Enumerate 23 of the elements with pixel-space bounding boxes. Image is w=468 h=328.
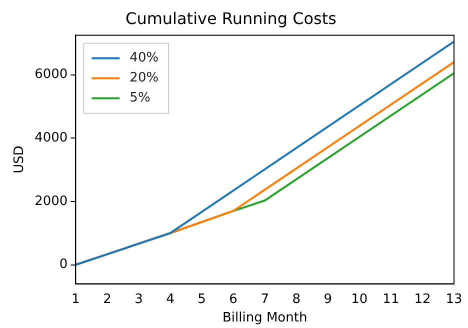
x-axis-title: Billing Month (222, 310, 308, 326)
legend-label: 40% (130, 50, 159, 66)
x-tick-label: 6 (229, 292, 238, 307)
x-tick-label: 3 (134, 292, 143, 307)
x-tick-label: 11 (382, 292, 400, 307)
x-tick-label: 9 (324, 292, 332, 307)
x-tick-label: 12 (414, 292, 431, 307)
chart-title: Cumulative Running Costs (126, 8, 336, 28)
y-axis-title: USD (12, 146, 28, 174)
y-tick-label: 0 (59, 257, 68, 272)
x-tick-label: 4 (166, 292, 174, 307)
y-tick-label: 6000 (34, 67, 68, 82)
y-tick-label: 4000 (34, 130, 68, 146)
x-tick-label: 7 (260, 292, 269, 307)
x-tick-label: 13 (446, 292, 462, 307)
x-tick-label: 10 (351, 292, 368, 307)
x-tick-label: 1 (72, 292, 80, 307)
x-tick-label: 8 (292, 292, 301, 307)
x-tick-label: 2 (103, 292, 112, 307)
legend-label: 20% (130, 70, 159, 86)
legend-label: 5% (130, 90, 150, 106)
y-tick-label: 2000 (34, 194, 68, 209)
x-tick-label: 5 (198, 292, 206, 307)
